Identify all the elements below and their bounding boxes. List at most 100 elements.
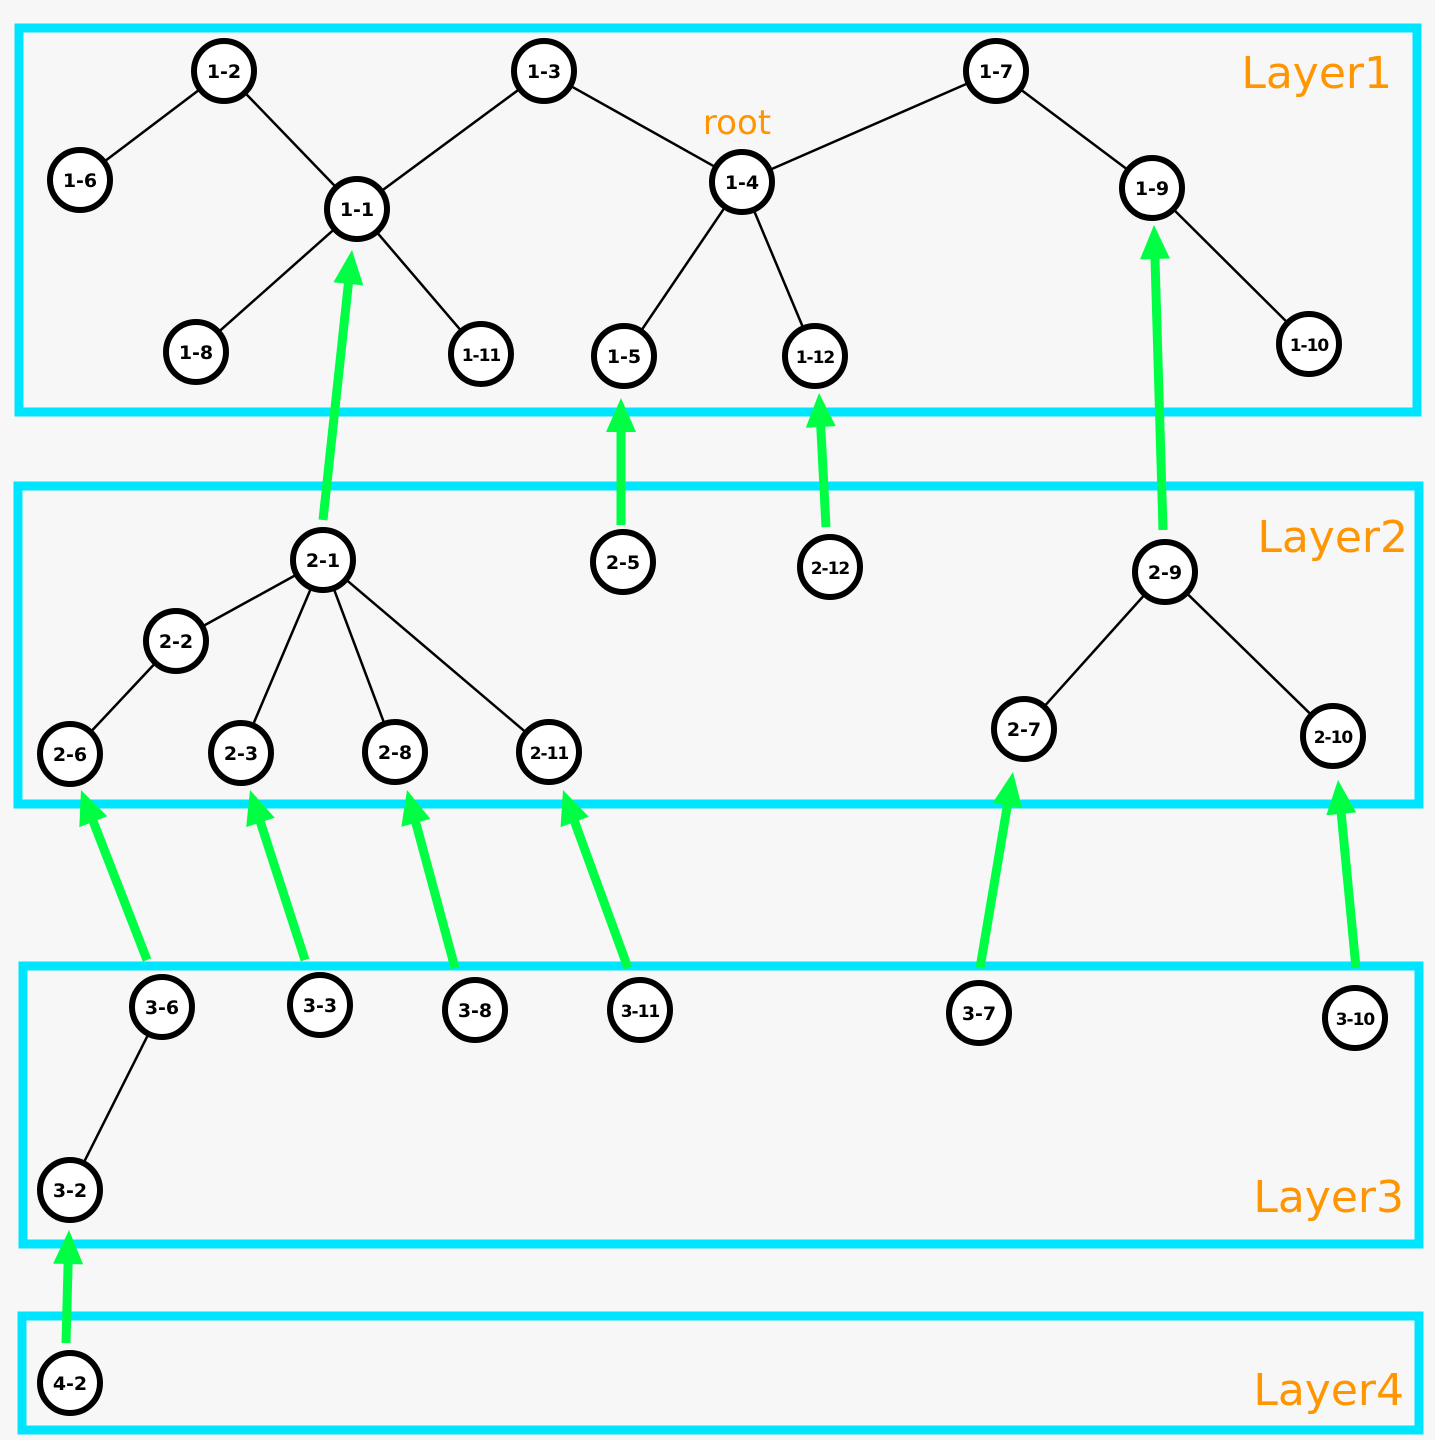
node-circle — [963, 38, 1029, 104]
node-3-6: 3-6 — [129, 974, 195, 1040]
node-1-12: 1-12 — [782, 323, 848, 389]
node-label: 1-4 — [725, 172, 759, 194]
edge-1-4-to-1-5 — [639, 206, 727, 332]
node-label: 3-6 — [145, 997, 179, 1019]
node-3-3: 3-3 — [287, 972, 353, 1038]
node-label: 1-11 — [462, 346, 501, 366]
node-label: 3-10 — [1336, 1010, 1376, 1030]
layer2-label: Layer2 — [1257, 512, 1408, 563]
node-label: 1-5 — [607, 346, 641, 368]
node-2-2: 2-2 — [143, 608, 209, 674]
node-circle — [511, 38, 577, 104]
node-circle — [1119, 155, 1185, 221]
layer4-label: Layer4 — [1253, 1365, 1404, 1416]
edge-2-1-to-2-3 — [251, 587, 313, 726]
edge-1-1-to-1-11 — [375, 230, 463, 333]
arrow-3-6-to-2-6 — [79, 790, 152, 962]
node-label: 1-1 — [340, 199, 374, 221]
node-circle — [1322, 985, 1388, 1051]
node-2-8: 2-8 — [362, 719, 428, 785]
edge-1-7-to-1-9 — [1019, 88, 1129, 171]
edge-1-9-to-1-10 — [1172, 208, 1289, 324]
node-3-7: 3-7 — [946, 980, 1012, 1046]
arrow-3-11-to-2-11 — [560, 790, 633, 970]
node-label: 1-2 — [207, 61, 241, 83]
edge-2-1-to-2-2 — [201, 573, 298, 628]
node-1-7: 1-7 — [963, 38, 1029, 104]
node-1-6: 1-6 — [47, 147, 113, 213]
arrow-3-3-to-2-3 — [246, 790, 310, 962]
node-circle — [324, 176, 390, 242]
node-circle — [1300, 703, 1366, 769]
node-circle — [37, 1350, 103, 1416]
arrow-2-5-to-1-5 — [606, 398, 636, 525]
node-2-12: 2-12 — [797, 534, 863, 600]
node-circle — [782, 323, 848, 389]
arrow-4-2-to-3-2 — [53, 1230, 84, 1344]
layer2-box — [13, 481, 1424, 809]
node-label: 3-2 — [53, 1180, 87, 1202]
node-label: 2-12 — [811, 559, 850, 579]
node-2-3: 2-3 — [208, 720, 274, 786]
node-circle — [143, 608, 209, 674]
edge-1-2-to-1-1 — [243, 91, 338, 189]
node-2-1: 2-1 — [290, 527, 356, 593]
node-circle — [946, 980, 1012, 1046]
node-label: 2-8 — [378, 742, 412, 764]
node-3-8: 3-8 — [442, 977, 508, 1043]
node-2-9: 2-9 — [1132, 539, 1198, 605]
node-label: 3-7 — [962, 1003, 996, 1025]
edge-1-2-to-1-6 — [103, 88, 201, 163]
edge-2-9-to-2-7 — [1043, 593, 1146, 708]
node-circle — [991, 696, 1057, 762]
layer1-label: Layer1 — [1241, 48, 1392, 99]
cross-layer-arrows — [53, 225, 1361, 1344]
node-label: 1-12 — [796, 348, 835, 368]
node-1-10: 1-10 — [1276, 311, 1342, 377]
layer3-label: Layer3 — [1253, 1172, 1404, 1223]
node-3-2: 3-2 — [37, 1157, 103, 1223]
edge-2-9-to-2-10 — [1185, 592, 1313, 716]
arrow-3-8-to-2-8 — [401, 790, 460, 970]
layer3-box — [18, 961, 1424, 1249]
node-1-5: 1-5 — [591, 323, 657, 389]
node-1-1: 1-1 — [324, 176, 390, 242]
nodes: 1-2 1-3 1-7 1-6 1-1 1-4 1-9 1-8 1-11 1-5 1-12 1-10 2… — [37, 38, 1388, 1416]
node-2-11: 2-11 — [516, 719, 582, 785]
layer1-box — [14, 23, 1422, 417]
node-label: 2-11 — [530, 744, 569, 764]
node-circle — [47, 147, 113, 213]
node-label: 2-3 — [224, 743, 258, 765]
arrow-3-10-to-2-10 — [1326, 780, 1361, 969]
node-circle — [591, 323, 657, 389]
node-2-10: 2-10 — [1300, 703, 1366, 769]
node-circle — [797, 534, 863, 600]
node-label: 2-5 — [606, 552, 640, 574]
layers: Layer1 Layer2 Layer3 Layer4 — [13, 23, 1424, 1435]
node-circle — [516, 719, 582, 785]
node-circle — [362, 719, 428, 785]
edge-2-1-to-2-8 — [332, 587, 386, 725]
node-label: 1-10 — [1290, 336, 1330, 356]
node-label: 2-10 — [1314, 728, 1354, 748]
edge-1-1-to-1-8 — [217, 227, 336, 334]
arrow-2-9-to-1-9 — [1140, 225, 1170, 531]
node-circle — [37, 721, 103, 787]
node-1-2: 1-2 — [191, 38, 257, 104]
node-circle — [1132, 539, 1198, 605]
node-2-6: 2-6 — [37, 721, 103, 787]
edge-1-4-to-1-12 — [752, 209, 805, 329]
node-circle — [208, 720, 274, 786]
edge-2-2-to-2-6 — [89, 662, 157, 733]
node-circle — [129, 974, 195, 1040]
node-label: 1-8 — [179, 342, 213, 364]
node-circle — [590, 529, 656, 595]
node-label: 3-8 — [458, 1000, 492, 1022]
node-1-3: 1-3 — [511, 38, 577, 104]
node-1-9: 1-9 — [1119, 155, 1185, 221]
node-circle — [709, 149, 775, 215]
edge-2-1-to-2-11 — [345, 578, 527, 734]
node-1-11: 1-11 — [448, 321, 514, 387]
node-1-8: 1-8 — [163, 319, 229, 385]
